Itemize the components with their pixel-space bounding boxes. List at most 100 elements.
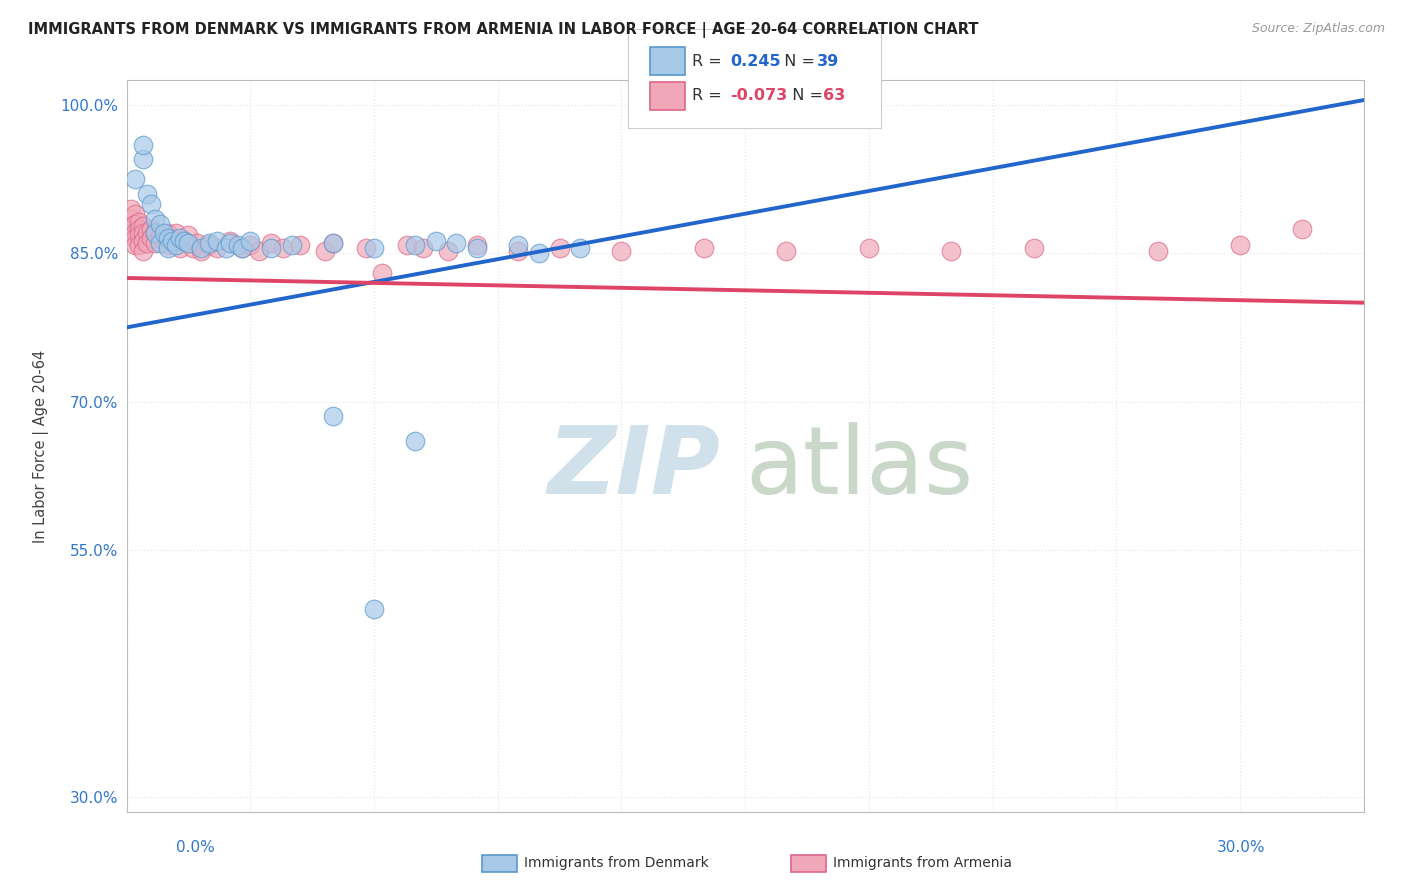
Point	[354, 241, 377, 255]
Point	[132, 137, 155, 152]
Point	[120, 202, 142, 216]
Point	[165, 238, 187, 252]
Point	[371, 266, 394, 280]
Point	[145, 227, 167, 241]
Text: 30.0%: 30.0%	[1218, 840, 1265, 855]
Point	[156, 227, 179, 241]
Point	[128, 228, 150, 243]
Point	[231, 241, 253, 255]
Point	[280, 238, 302, 252]
Point	[527, 246, 550, 260]
Point	[1229, 238, 1251, 252]
Point	[128, 238, 150, 252]
Point	[198, 236, 221, 251]
Point	[404, 434, 426, 448]
Point	[322, 236, 344, 251]
Text: 0.245: 0.245	[730, 54, 780, 69]
Point	[437, 244, 460, 259]
Point	[693, 241, 716, 255]
Point	[218, 235, 240, 249]
Point	[226, 238, 249, 252]
Point	[239, 235, 262, 249]
Text: R =: R =	[692, 88, 727, 103]
Text: atlas: atlas	[745, 422, 973, 514]
Point	[395, 238, 418, 252]
Point	[160, 231, 183, 245]
Point	[465, 241, 488, 255]
Point	[148, 228, 170, 243]
Point	[214, 241, 236, 255]
Point	[465, 238, 488, 252]
Point	[128, 214, 150, 228]
Point	[218, 236, 240, 251]
Point	[148, 236, 170, 251]
Point	[156, 238, 179, 252]
Point	[160, 235, 183, 249]
Point	[132, 235, 155, 249]
Text: R =: R =	[692, 54, 727, 69]
Point	[508, 244, 530, 259]
FancyBboxPatch shape	[650, 47, 685, 75]
Point	[508, 238, 530, 252]
Point	[446, 236, 468, 251]
Point	[775, 244, 797, 259]
Point	[145, 225, 167, 239]
FancyBboxPatch shape	[650, 82, 685, 110]
Point	[314, 244, 336, 259]
Y-axis label: In Labor Force | Age 20-64: In Labor Force | Age 20-64	[34, 350, 49, 542]
Point	[152, 227, 174, 241]
Text: N =: N =	[782, 88, 828, 103]
Point	[145, 236, 167, 251]
Point	[363, 602, 385, 616]
Point	[322, 236, 344, 251]
Point	[322, 409, 344, 424]
Point	[425, 235, 447, 249]
Point	[173, 235, 195, 249]
Point	[1022, 241, 1045, 255]
Point	[858, 241, 880, 255]
Point	[120, 219, 142, 233]
Point	[271, 241, 294, 255]
Point	[190, 241, 212, 255]
Point	[124, 217, 146, 231]
Point	[186, 236, 208, 251]
Point	[124, 172, 146, 186]
Point	[141, 221, 163, 235]
Point	[124, 227, 146, 241]
Point	[156, 231, 179, 245]
Point	[288, 238, 311, 252]
Point	[145, 211, 167, 226]
Point	[141, 197, 163, 211]
Text: 39: 39	[817, 54, 839, 69]
Point	[152, 235, 174, 249]
Point	[165, 227, 187, 241]
Point	[177, 228, 200, 243]
Point	[173, 235, 195, 249]
Point	[177, 236, 200, 251]
Point	[132, 153, 155, 167]
Point	[363, 241, 385, 255]
Point	[260, 241, 283, 255]
Point	[148, 217, 170, 231]
Point	[1146, 244, 1168, 259]
Point	[120, 227, 142, 241]
Point	[231, 241, 253, 255]
Point	[181, 241, 204, 255]
Point	[120, 211, 142, 226]
Point	[207, 241, 229, 255]
Point	[132, 227, 155, 241]
Point	[169, 231, 191, 245]
Point	[156, 241, 179, 255]
Point	[1291, 221, 1313, 235]
Point	[136, 236, 159, 251]
Text: -0.073: -0.073	[730, 88, 787, 103]
Point	[412, 241, 434, 255]
Point	[132, 219, 155, 233]
Text: Immigrants from Denmark: Immigrants from Denmark	[523, 856, 709, 871]
Point	[141, 231, 163, 245]
Point	[569, 241, 592, 255]
Point	[247, 244, 270, 259]
Point	[207, 235, 229, 249]
Point	[404, 238, 426, 252]
Point	[610, 244, 633, 259]
